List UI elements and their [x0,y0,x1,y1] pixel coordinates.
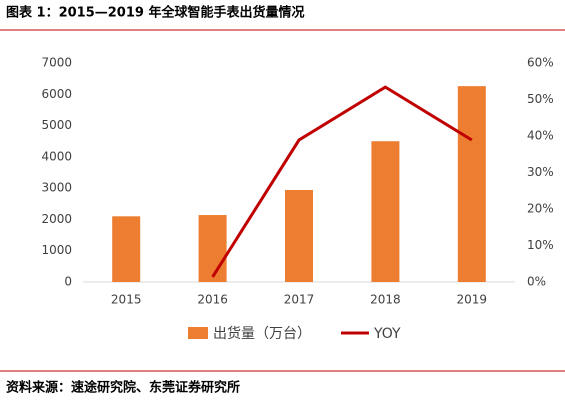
y2-tick-label: 50% [527,92,554,106]
y2-tick-label: 30% [527,165,554,179]
source: 资料来源：速途研究院、东莞证券研究所 [6,380,240,396]
x-tick-label: 2018 [370,293,401,307]
y-tick-label: 7000 [41,56,72,70]
x-tick-label: 2019 [457,293,488,307]
legend-swatch [188,327,208,339]
y2-tick-label: 40% [527,129,554,143]
bar [457,86,486,282]
y2-tick-label: 20% [527,202,554,216]
legend-label: YOY [373,326,401,342]
legend-label: 出货量（万台） [213,325,311,342]
y-tick-label: 2000 [41,212,72,226]
y-tick-label: 3000 [41,181,72,195]
y2-tick-label: 0% [527,275,546,289]
bar [371,141,400,282]
x-tick-label: 2015 [111,293,142,307]
y-tick-label: 1000 [41,243,72,257]
bar [112,216,141,282]
y-tick-label: 5000 [41,118,72,132]
y-tick-label: 0 [64,275,72,289]
line [211,85,473,278]
bar [198,215,227,282]
y2-tick-label: 60% [527,56,554,70]
bar [285,190,313,282]
chart-title: 图表 1：2015—2019 年全球智能手表出货量情况 [6,5,304,21]
y2-tick-label: 10% [527,238,554,252]
y-tick-label: 6000 [41,87,72,101]
x-tick-label: 2016 [197,293,228,307]
y-tick-label: 4000 [41,149,72,163]
x-tick-label: 2017 [284,293,315,307]
